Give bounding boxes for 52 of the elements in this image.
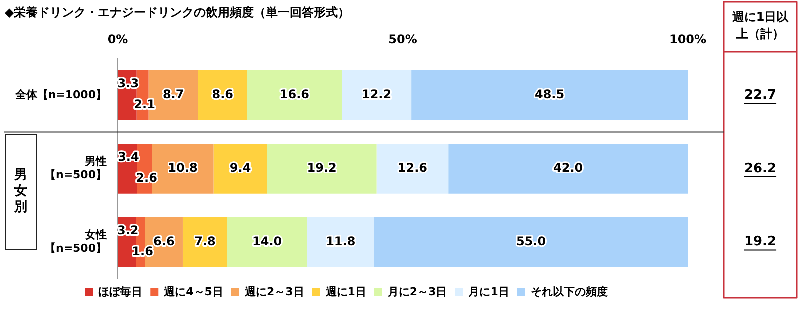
bar: [412, 70, 688, 120]
x-tick-label: 100%: [669, 32, 707, 47]
data-label: 19.2: [307, 161, 337, 176]
x-tick-label: 50%: [388, 32, 418, 47]
bar: [198, 70, 248, 120]
legend-label: 週に1日: [324, 285, 366, 298]
legend-label: 月に1日: [468, 285, 510, 298]
y-tick-label: 女性【n=500】: [44, 228, 107, 255]
data-label: 2.1: [134, 98, 156, 112]
bar: [448, 144, 688, 194]
legend-label: ほぼ毎日: [98, 285, 143, 298]
data-label: 8.7: [162, 88, 184, 102]
data-label: 8.6: [212, 88, 234, 102]
data-label: 1.6: [132, 244, 154, 258]
text: 26.2: [744, 161, 777, 176]
bar: [247, 70, 342, 120]
bar: [227, 217, 308, 268]
legend-label: 週に4～5日: [163, 285, 224, 298]
data-label: 6.6: [154, 234, 175, 248]
data-label: 3.4: [118, 150, 140, 164]
label-box: 男女別: [5, 134, 37, 250]
text: 週に1日以上（計）: [731, 10, 790, 42]
data-label: 14.0: [252, 234, 282, 248]
legend-label: 月に2～3日: [386, 285, 448, 298]
data-label: 55.0: [516, 234, 546, 248]
data-label: 10.8: [168, 161, 198, 176]
x-tick-label: 0%: [108, 32, 128, 47]
bar: [374, 217, 688, 268]
bar: [182, 217, 228, 268]
data-label: 48.5: [534, 88, 565, 102]
bar: [376, 144, 449, 194]
data-label: 7.8: [194, 234, 216, 248]
legend-label: 週に2～3日: [244, 285, 304, 298]
data-label: 12.2: [362, 88, 392, 102]
data-label: 42.0: [553, 161, 584, 176]
data-label: 2.6: [136, 171, 158, 186]
text: 19.2: [744, 234, 777, 250]
bar: [307, 217, 374, 268]
legend-label: それ以下の頻度: [530, 285, 608, 298]
y-tick-label: 全体【n=1000】: [14, 88, 107, 102]
bar: [267, 144, 377, 194]
bar: [342, 70, 412, 120]
bar: [214, 144, 268, 194]
data-label: 3.2: [117, 223, 139, 238]
data-label: 3.3: [118, 76, 140, 91]
data-label: 12.6: [398, 161, 428, 176]
data-label: 9.4: [230, 161, 252, 176]
data-label: 16.6: [280, 88, 310, 102]
text: 22.7: [744, 88, 777, 103]
chart-title: ◆栄養ドリンク・エナジードリンクの飲用頻度（単一回答形式）: [5, 5, 350, 20]
data-label: 11.8: [326, 234, 356, 248]
y-tick-label: 男性【n=500】: [44, 155, 107, 182]
